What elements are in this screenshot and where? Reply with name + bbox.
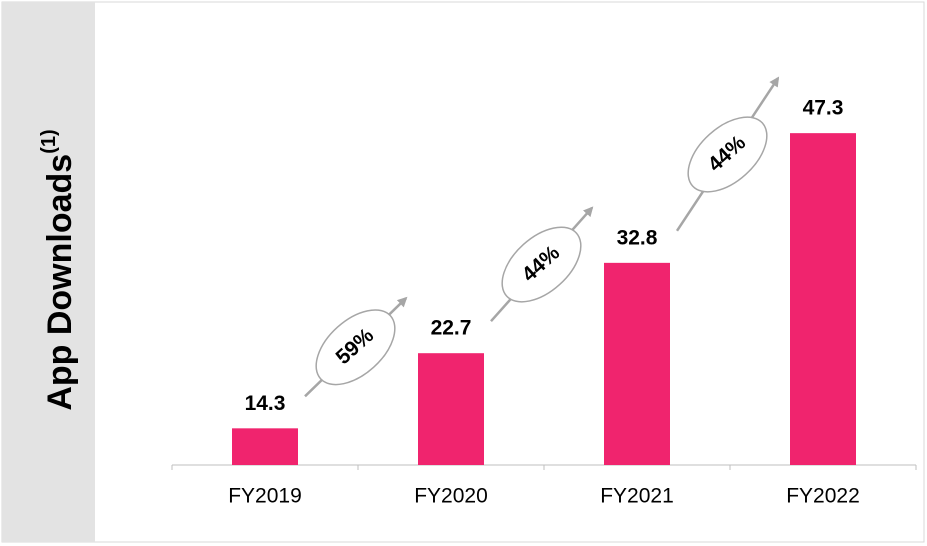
data-label: 22.7 — [431, 317, 472, 340]
data-label: 47.3 — [803, 97, 844, 120]
y-axis-title-main: App Downloads — [41, 154, 79, 411]
growth-bubble — [501, 226, 582, 303]
x-tick-label: FY2019 — [228, 485, 302, 508]
data-label: 32.8 — [617, 226, 658, 249]
bar — [604, 262, 670, 465]
x-tick-label: FY2020 — [414, 485, 488, 508]
growth-bubble — [315, 309, 396, 386]
growth-bubble — [687, 116, 768, 193]
y-axis-title: App Downloads(1) — [38, 129, 79, 410]
x-tick-label: FY2021 — [600, 485, 674, 508]
bar — [232, 428, 298, 465]
data-label: 14.3 — [245, 392, 286, 415]
x-tick-label: FY2022 — [786, 485, 860, 508]
y-axis-title-note: (1) — [38, 129, 60, 153]
label-strip — [2, 2, 95, 542]
bar — [790, 133, 856, 465]
bar — [418, 353, 484, 465]
